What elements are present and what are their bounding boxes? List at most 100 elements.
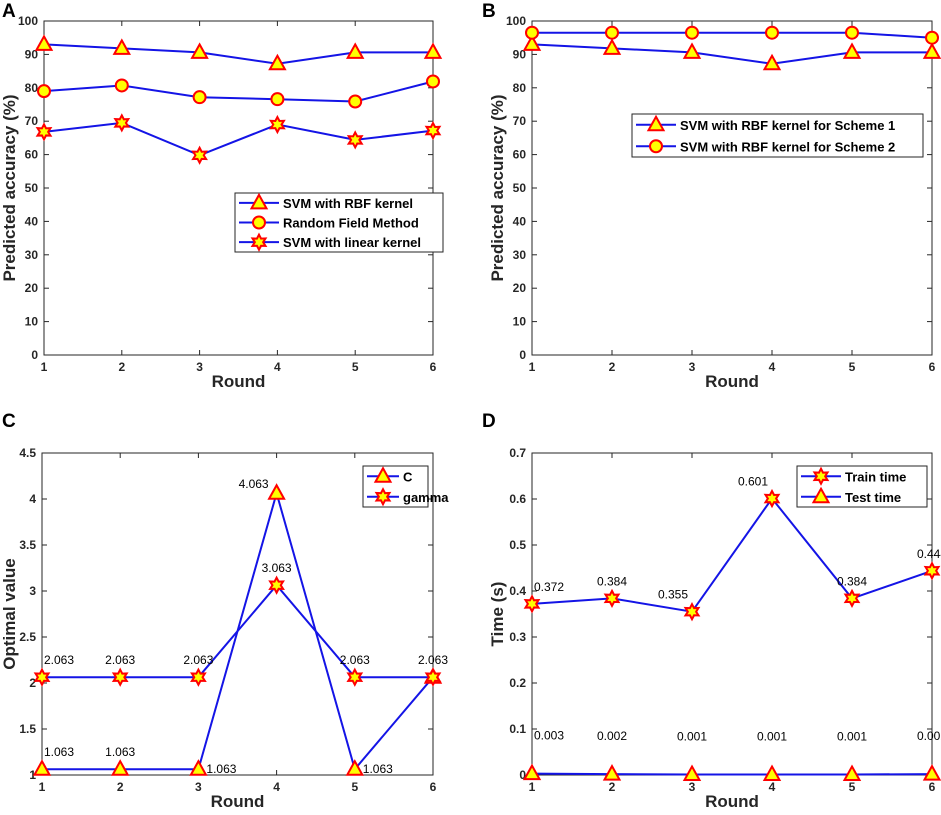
data-point [602,38,622,55]
data-point [522,763,542,781]
data-point [34,34,54,51]
data-point [525,25,539,40]
x-axis-title: Round [212,372,266,391]
data-point [346,130,364,150]
data-label: 0.355 [658,588,688,602]
x-tick-label: 5 [351,780,358,794]
data-label: 0.384 [837,574,867,588]
series-line [43,121,434,157]
y-tick-label: 20 [513,281,527,295]
y-tick-label: 50 [513,181,527,195]
y-tick-label: 1 [29,768,36,782]
legend-swatch-marker [252,215,266,230]
x-tick-label: 4 [273,780,280,794]
panel-letter: C [2,411,16,432]
y-tick-label: 80 [25,81,39,95]
data-point [37,84,51,99]
chart-panel-d: D 1 2 3 4 5 6 0 0.1 0.2 0.3 0.4 0.5 0.6 0.7 Round Time (… [482,411,941,811]
data-label: 1.063 [44,745,74,759]
data-point [190,667,207,687]
data-point [424,120,442,141]
data-label: 0.003 [534,729,564,743]
y-tick-label: 70 [513,114,527,128]
legend: Train time Test time [796,465,928,508]
data-point [765,25,779,40]
y-tick-label: 80 [513,81,527,95]
x-tick-label: 1 [529,360,536,374]
data-point [346,42,365,59]
y-tick-label: 10 [513,315,527,329]
y-tick-label: 30 [25,248,39,262]
data-label: 2.063 [183,653,213,667]
x-tick-label: 6 [929,780,936,794]
data-point [762,764,782,782]
x-tick-label: 4 [769,780,776,794]
x-tick-label: 5 [849,360,856,374]
y-tick-label: 0.3 [509,630,526,644]
y-tick-label: 4 [29,492,36,506]
x-tick-label: 3 [689,360,696,374]
legend-swatch-marker [373,466,393,483]
data-label: 0.001 [677,730,707,744]
legend: SVM with RBF kernel Random Field Method SV… [234,192,444,253]
y-tick-label: 2.5 [19,630,36,644]
legend-entry-label: gamma [403,490,449,505]
y-axis-title: Predicted accuracy (%) [0,94,19,281]
y-tick-label: 10 [25,315,39,329]
y-tick-label: 30 [513,248,527,262]
x-tick-label: 3 [196,360,203,374]
data-label: 1.063 [363,762,393,776]
data-label: 1.063 [105,745,135,759]
y-tick-label: 0.1 [509,722,526,736]
y-tick-label: 20 [25,281,39,295]
y-tick-label: 100 [18,14,38,28]
data-point [923,561,941,581]
data-point [190,42,209,59]
data-point [269,114,286,135]
legend-swatch-marker [250,232,268,252]
data-point [603,588,621,609]
legend-entry-label: Test time [845,490,901,505]
data-point [111,759,130,776]
x-tick-label: 3 [689,780,696,794]
data-label: 0.444 [917,547,941,561]
y-tick-label: 0 [519,348,526,362]
x-tick-label: 2 [609,780,616,794]
axes-box [531,20,933,356]
series-line [42,583,433,679]
data-point [762,53,782,71]
data-point [111,667,129,687]
legend-box [631,113,924,158]
y-tick-label: 0.2 [509,676,526,690]
legend-entry-label: Train time [845,469,906,484]
panel-letter: B [482,1,496,22]
data-label: 2.063 [44,653,74,667]
y-tick-label: 0.7 [509,446,526,460]
y-tick-label: 3.5 [19,538,36,552]
data-point [268,575,285,595]
data-point [33,667,51,687]
data-point [346,667,364,687]
y-axis-title: Time (s) [488,582,507,647]
data-label: 0.372 [534,580,564,594]
y-tick-label: 0.4 [509,584,526,598]
y-tick-label: 3 [29,584,36,598]
x-tick-label: 2 [609,360,616,374]
data-point [189,759,208,776]
legend-entry-label: SVM with RBF kernel for Scheme 1 [680,118,895,133]
x-tick-label: 5 [352,360,359,374]
legend-swatch-marker [811,486,831,504]
series-line [531,496,933,613]
data-point [763,488,781,509]
x-tick-label: 4 [769,360,776,374]
x-tick-label: 1 [39,780,46,794]
chart-panel-c: C 1 2 3 4 5 6 1 1.5 2 2.5 3 3.5 4 4.5 Round Optimal valu… [0,411,449,811]
x-tick-label: 2 [117,780,124,794]
y-tick-label: 4.5 [19,446,36,460]
x-axis-title: Round [705,372,759,391]
y-tick-label: 0.5 [509,538,526,552]
data-point [922,42,941,59]
y-tick-label: 60 [513,148,527,162]
data-point [114,78,129,93]
data-label: 0.384 [597,574,627,588]
